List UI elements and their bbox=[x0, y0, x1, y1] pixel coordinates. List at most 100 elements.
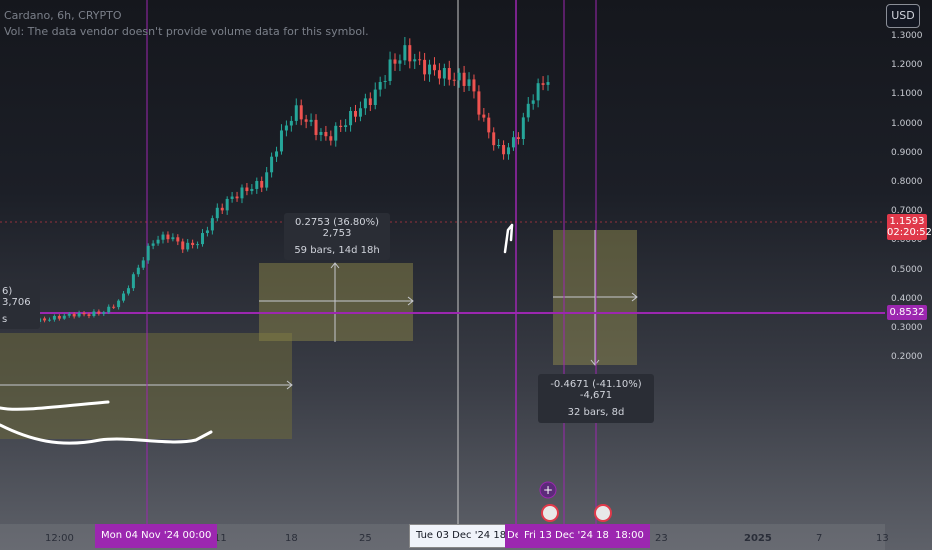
candle-body bbox=[418, 59, 422, 61]
candle-body bbox=[215, 207, 219, 219]
candle-body bbox=[205, 230, 209, 234]
measure-left-bars: s bbox=[2, 314, 8, 325]
candle-body bbox=[62, 315, 66, 319]
price-tick: 0.7000 bbox=[891, 206, 923, 217]
candle-body bbox=[107, 306, 111, 313]
candle-body bbox=[117, 300, 121, 308]
time-tick-7: 7 bbox=[816, 533, 823, 544]
price-tick: 0.5000 bbox=[891, 264, 923, 275]
price-tick: 1.3000 bbox=[891, 31, 923, 41]
price-tick: 0.9000 bbox=[891, 147, 923, 158]
candle-body bbox=[47, 319, 51, 321]
price-tick: 0.6000 bbox=[891, 235, 923, 246]
candle-body bbox=[432, 64, 436, 71]
candle-body bbox=[186, 242, 190, 250]
event-marker-plus[interactable] bbox=[539, 481, 557, 499]
candle-body bbox=[462, 72, 466, 86]
volume-notice: Vol: The data vendor doesn't provide vol… bbox=[4, 25, 369, 38]
candle-body bbox=[354, 110, 358, 117]
candle-body bbox=[507, 147, 511, 155]
price-tick: 1.1000 bbox=[891, 89, 923, 100]
time-tick-25: 25 bbox=[359, 533, 372, 544]
candle-body bbox=[265, 172, 269, 188]
candle-body bbox=[383, 80, 387, 82]
candle-body bbox=[487, 117, 491, 133]
time-tick-11: 11 bbox=[214, 533, 227, 544]
candle-body bbox=[191, 242, 195, 246]
price-tick: 0.4000 bbox=[891, 293, 923, 304]
time-tick-2025: 2025 bbox=[744, 533, 772, 544]
current-price-value: 1.1593 bbox=[889, 216, 925, 227]
support-line-label: 0.8532 bbox=[887, 305, 927, 320]
candle-body bbox=[151, 243, 155, 246]
time-tick-23: 23 bbox=[655, 533, 668, 544]
candle-body bbox=[166, 234, 170, 240]
candle-body bbox=[442, 68, 446, 79]
candle-body bbox=[176, 237, 180, 242]
candle-body bbox=[92, 311, 96, 316]
measure-box-middle[interactable] bbox=[259, 263, 413, 341]
candle-body bbox=[324, 131, 328, 137]
candle-body bbox=[156, 239, 160, 244]
candle-body bbox=[403, 45, 407, 61]
candle-body bbox=[314, 119, 318, 135]
time-tick-1200: 12:00 bbox=[45, 533, 74, 544]
candle-body bbox=[536, 83, 540, 101]
candle-body bbox=[196, 244, 200, 246]
time-tick-13: 13 bbox=[876, 533, 889, 544]
candle-body bbox=[334, 125, 338, 141]
candle-body bbox=[526, 103, 530, 118]
current-price-label: 1.1593 02:20:52 bbox=[887, 214, 932, 240]
candle-body bbox=[482, 114, 486, 118]
candle-body bbox=[230, 196, 234, 199]
drawn-mark bbox=[503, 223, 514, 254]
candle-body bbox=[447, 68, 451, 80]
price-tick: 0.3000 bbox=[891, 323, 923, 333]
candle-body bbox=[235, 196, 239, 199]
candle-body bbox=[141, 260, 145, 268]
candle-body bbox=[393, 59, 397, 64]
candle-body bbox=[457, 72, 461, 81]
measure-label-right[interactable]: -0.4671 (-41.10%) -4,671 32 bars, 8d bbox=[538, 374, 654, 423]
candle-body bbox=[240, 187, 244, 199]
candle-body bbox=[378, 81, 382, 90]
candle-body bbox=[279, 130, 283, 152]
measure-box-left[interactable] bbox=[0, 333, 292, 439]
time-tick-18: 18 bbox=[285, 533, 298, 544]
symbol-title: Cardano, 6h, CRYPTO bbox=[4, 9, 122, 22]
drawn-curve-upper bbox=[0, 400, 110, 411]
candle-body bbox=[126, 288, 130, 294]
candle-body bbox=[181, 241, 185, 250]
candle-body bbox=[245, 187, 249, 192]
price-tick: 0.2000 bbox=[891, 352, 923, 363]
measure-middle-bars: 59 bars, 14d 18h bbox=[294, 245, 380, 256]
time-tag-nov04: Mon 04 Nov '24 00:00 bbox=[95, 524, 218, 548]
candle-body bbox=[136, 267, 140, 275]
candle-body bbox=[388, 59, 392, 81]
candle-body bbox=[270, 156, 274, 173]
candle-body bbox=[225, 198, 229, 211]
support-line-value: 0.8532 bbox=[889, 307, 925, 318]
measure-label-left[interactable]: 6) 3,706 s bbox=[0, 282, 40, 329]
candle-body bbox=[329, 136, 333, 141]
candle-body bbox=[97, 311, 101, 314]
candle-body bbox=[368, 98, 372, 106]
candle-body bbox=[477, 91, 481, 115]
candle-body bbox=[294, 105, 298, 121]
measure-middle-change: 0.2753 (36.80%) 2,753 bbox=[294, 217, 380, 239]
currency-button[interactable]: USD bbox=[886, 4, 920, 28]
event-marker-flag-1[interactable] bbox=[541, 504, 559, 522]
candle-body bbox=[102, 312, 106, 314]
price-tick: 1.0000 bbox=[891, 118, 923, 129]
plus-icon: + bbox=[543, 483, 553, 497]
candle-body bbox=[428, 64, 432, 75]
candle-body bbox=[171, 237, 175, 240]
event-marker-flag-2[interactable] bbox=[594, 504, 612, 522]
candle-body bbox=[112, 306, 116, 308]
candle-body bbox=[220, 207, 224, 211]
candle-body bbox=[497, 145, 501, 147]
measure-label-middle[interactable]: 0.2753 (36.80%) 2,753 59 bars, 14d 18h bbox=[284, 213, 390, 260]
candle-body bbox=[358, 108, 362, 117]
candle-body bbox=[339, 125, 343, 128]
